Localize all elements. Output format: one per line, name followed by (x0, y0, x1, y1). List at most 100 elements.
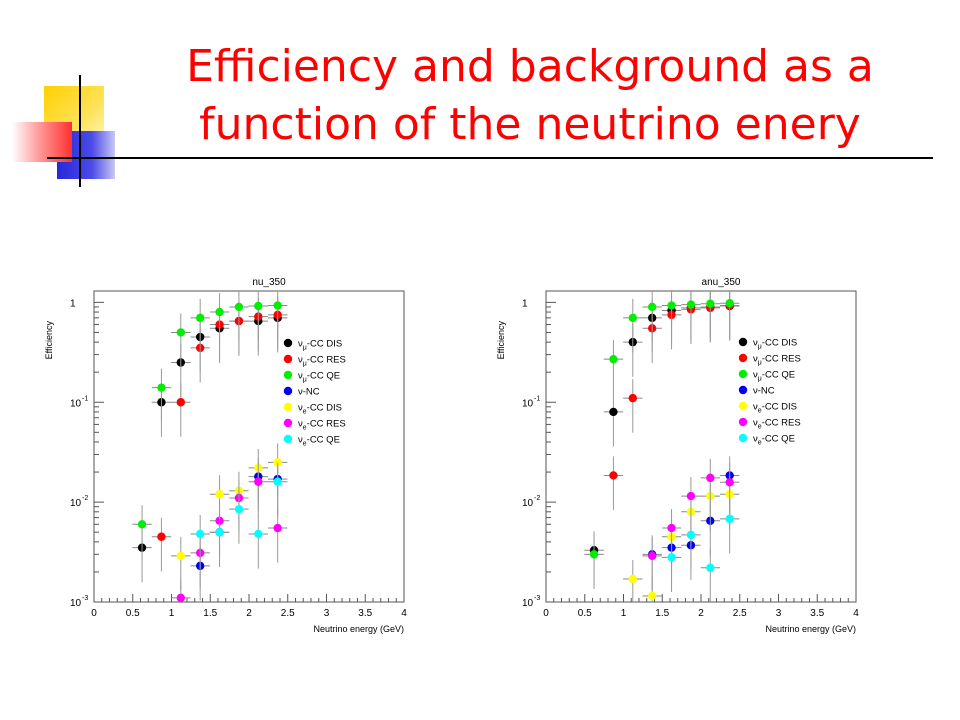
point-nue-cc-res (273, 523, 282, 533)
y-tick-label: 10 (522, 398, 534, 409)
point-nue-cc-res (176, 593, 185, 603)
point-numu-cc-qe (215, 307, 224, 317)
legend-marker-nu-nc (283, 386, 293, 396)
y-tick-exponent: -1 (534, 395, 540, 402)
point-numu-cc-qe (589, 550, 599, 559)
legend-marker-nu-nc (738, 385, 748, 395)
y-tick-label: 1 (70, 298, 76, 309)
point-nue-cc-dis (273, 458, 282, 467)
x-tick-label: 3 (324, 608, 330, 619)
point-numu-cc-res (609, 471, 618, 480)
y-tick-label: 10 (70, 398, 82, 409)
legend-marker-nue-cc-qe (738, 433, 748, 443)
point-nue-cc-res (254, 477, 263, 486)
point-nue-cc-qe (215, 527, 224, 537)
point-numu-cc-qe (157, 383, 166, 392)
legend-marker-numu-cc-qe (283, 370, 293, 380)
x-axis-label: Neutrino energy (GeV) (765, 624, 856, 634)
legend-marker-numu-cc-res (283, 354, 293, 364)
x-tick-label: 4 (401, 608, 407, 619)
legend-label-nue-cc-qe: νe-CC QE (298, 435, 340, 448)
y-tick-label: 10 (522, 598, 534, 609)
legend-label-numu-cc-dis: νμ-CC DIS (298, 339, 342, 352)
legend-marker-nue-cc-res (283, 418, 293, 428)
point-numu-cc-res (157, 532, 166, 541)
point-nue-cc-qe (254, 529, 263, 539)
point-nue-cc-dis (647, 591, 657, 601)
point-numu-cc-qe (686, 300, 696, 309)
point-nue-cc-dis (176, 551, 185, 561)
x-tick-label: 1.5 (203, 608, 217, 619)
point-nue-cc-res (647, 551, 657, 561)
y-tick-label: 10 (70, 498, 82, 509)
x-tick-label: 1 (621, 608, 627, 619)
x-tick-label: 1.5 (655, 608, 669, 619)
point-nue-cc-qe (725, 514, 734, 524)
legend-marker-numu-cc-dis (738, 337, 748, 347)
point-nue-cc-qe (234, 504, 244, 514)
legend-label-nu-nc: ν-NC (753, 386, 775, 397)
legend-marker-nue-cc-dis (283, 402, 293, 412)
y-axis-label: Efficiency (496, 321, 506, 360)
point-nue-cc-qe (706, 563, 715, 573)
x-tick-label: 0.5 (126, 608, 140, 619)
point-numu-cc-qe (234, 302, 244, 312)
horizontal-rule (47, 157, 933, 159)
y-tick-label: 10 (522, 498, 534, 509)
x-tick-label: 2.5 (733, 608, 747, 619)
chart-title: nu_350 (252, 277, 286, 288)
legend-marker-nue-cc-dis (738, 401, 748, 411)
point-numu-cc-qe (647, 302, 657, 312)
page-title: Efficiency and background as a function … (186, 41, 874, 150)
point-numu-cc-dis (609, 407, 618, 417)
legend-marker-numu-cc-qe (738, 369, 748, 379)
x-tick-label: 2.5 (281, 608, 295, 619)
point-numu-cc-qe (137, 520, 147, 529)
legend-marker-nue-cc-res (738, 417, 748, 427)
y-tick-exponent: -2 (82, 495, 88, 502)
point-nue-cc-dis (628, 574, 637, 584)
y-tick-exponent: -3 (82, 595, 88, 602)
x-tick-label: 2 (246, 608, 252, 619)
point-numu-cc-qe (609, 354, 618, 364)
legend-label-nue-cc-qe: νe-CC QE (753, 434, 795, 447)
vertical-rule (79, 75, 81, 187)
x-tick-label: 3.5 (810, 608, 824, 619)
x-tick-label: 1 (169, 608, 175, 619)
y-tick-exponent: -1 (82, 395, 88, 402)
y-tick-label: 1 (522, 298, 528, 309)
legend-label-numu-cc-qe: νμ-CC QE (298, 371, 340, 384)
legend-label-nue-cc-dis: νe-CC DIS (298, 403, 342, 416)
x-tick-label: 0 (91, 608, 97, 619)
legend-marker-numu-cc-dis (283, 338, 293, 348)
x-axis-label: Neutrino energy (GeV) (313, 624, 404, 634)
chart-title: anu_350 (702, 277, 741, 288)
point-numu-cc-qe (254, 301, 263, 311)
legend-label-numu-cc-res: νμ-CC RES (753, 354, 801, 367)
legend-label-numu-cc-res: νμ-CC RES (298, 355, 346, 368)
legend-label-numu-cc-dis: νμ-CC DIS (753, 338, 797, 351)
efficiency-plot-anu: anu_350 0 0.5 1 1.5 2 2.5 3 3.5 4 Neutrino energy … (496, 277, 859, 634)
y-tick-exponent: -3 (534, 595, 540, 602)
point-numu-cc-res (628, 393, 637, 403)
x-tick-label: 3.5 (358, 608, 372, 619)
point-numu-cc-qe (176, 328, 185, 337)
y-axis-label: Efficiency (44, 321, 54, 360)
point-nue-cc-res (667, 523, 676, 533)
x-tick-label: 0 (543, 608, 549, 619)
point-numu-cc-res (176, 398, 185, 407)
point-numu-cc-qe (706, 299, 715, 308)
x-tick-label: 0.5 (578, 608, 592, 619)
point-nue-cc-qe (195, 529, 205, 539)
x-tick-label: 3 (776, 608, 782, 619)
point-numu-cc-qe (195, 313, 205, 323)
point-numu-cc-qe (725, 299, 734, 308)
legend-marker-numu-cc-res (738, 353, 748, 363)
legend-label-nue-cc-res: νe-CC RES (298, 419, 346, 432)
y-tick-label: 10 (70, 598, 82, 609)
efficiency-plot-nu: nu_350 0 0.5 1 1.5 2 2.5 3 3.5 4 Neutrino energy (… (44, 277, 407, 634)
point-nue-cc-res (725, 478, 734, 487)
plot-frame (93, 290, 405, 603)
point-nue-cc-dis (215, 490, 224, 499)
point-nue-cc-res (686, 491, 696, 501)
